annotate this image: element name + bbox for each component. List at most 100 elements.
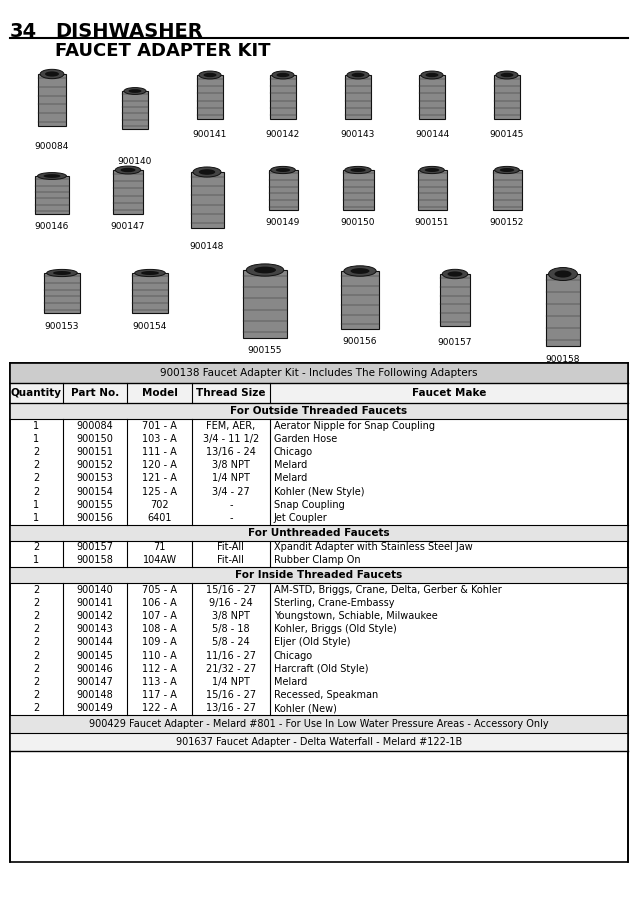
Text: Eljer (Old Style): Eljer (Old Style) <box>274 637 350 647</box>
Ellipse shape <box>421 71 443 79</box>
Text: 125 - A: 125 - A <box>142 487 177 497</box>
Text: 900158: 900158 <box>545 355 580 364</box>
Text: 900147: 900147 <box>111 222 145 231</box>
Ellipse shape <box>193 167 221 177</box>
Bar <box>341 271 379 329</box>
Bar <box>269 170 297 210</box>
Ellipse shape <box>350 168 366 172</box>
Text: 900147: 900147 <box>77 677 114 687</box>
Text: 2: 2 <box>33 473 40 483</box>
Bar <box>197 75 223 119</box>
Text: Harcraft (Old Style): Harcraft (Old Style) <box>274 664 368 674</box>
Text: Kohler, Briggs (Old Style): Kohler, Briggs (Old Style) <box>274 625 396 634</box>
Text: 1: 1 <box>33 434 40 444</box>
Bar <box>417 170 447 210</box>
Text: 900150: 900150 <box>77 434 114 444</box>
Bar <box>38 74 66 126</box>
Text: 900148: 900148 <box>190 242 224 251</box>
Text: 900157: 900157 <box>77 542 114 553</box>
Ellipse shape <box>272 71 294 79</box>
Text: 900140: 900140 <box>77 585 114 595</box>
Text: 900149: 900149 <box>77 704 114 714</box>
Text: Faucet Make: Faucet Make <box>412 388 486 398</box>
Text: 2: 2 <box>33 625 40 634</box>
Text: 109 - A: 109 - A <box>142 637 177 647</box>
Bar <box>35 176 69 214</box>
Text: 2: 2 <box>33 598 40 608</box>
Text: FEM, AER,: FEM, AER, <box>206 420 256 430</box>
Text: 900158: 900158 <box>77 555 114 565</box>
Ellipse shape <box>420 166 444 174</box>
Text: 900150: 900150 <box>341 218 375 227</box>
Text: 3/4 - 27: 3/4 - 27 <box>212 487 250 497</box>
Text: 9/16 - 24: 9/16 - 24 <box>209 598 253 608</box>
Text: 2: 2 <box>33 637 40 647</box>
Ellipse shape <box>121 167 135 172</box>
Text: 13/16 - 24: 13/16 - 24 <box>206 447 256 457</box>
Ellipse shape <box>352 73 364 77</box>
Text: For Inside Threaded Faucets: For Inside Threaded Faucets <box>235 570 403 580</box>
Bar <box>44 273 80 313</box>
Ellipse shape <box>271 166 295 174</box>
Text: Aerator Nipple for Snap Coupling: Aerator Nipple for Snap Coupling <box>274 420 434 430</box>
Text: Xpandit Adapter with Stainless Steel Jaw: Xpandit Adapter with Stainless Steel Jaw <box>274 542 472 553</box>
Text: Melard: Melard <box>274 473 307 483</box>
Text: Sterling, Crane-Embassy: Sterling, Crane-Embassy <box>274 598 394 608</box>
Ellipse shape <box>141 271 159 275</box>
Text: 110 - A: 110 - A <box>142 651 177 661</box>
Text: 900142: 900142 <box>77 611 114 621</box>
Ellipse shape <box>115 166 141 174</box>
Text: 2: 2 <box>33 611 40 621</box>
Ellipse shape <box>276 168 290 172</box>
Text: 900143: 900143 <box>341 130 375 139</box>
Bar <box>343 170 373 210</box>
Text: 11/16 - 27: 11/16 - 27 <box>206 651 256 661</box>
Text: 1: 1 <box>33 420 40 430</box>
Ellipse shape <box>128 89 142 93</box>
Text: 5/8 - 18: 5/8 - 18 <box>212 625 249 634</box>
Text: 900151: 900151 <box>77 447 114 457</box>
Text: 900141: 900141 <box>193 130 227 139</box>
Ellipse shape <box>135 269 165 276</box>
Text: 2: 2 <box>33 704 40 714</box>
Bar <box>10 715 628 733</box>
Text: 900144: 900144 <box>415 130 449 139</box>
Text: 900154: 900154 <box>133 322 167 331</box>
Text: 15/16 - 27: 15/16 - 27 <box>206 585 256 595</box>
Text: 3/8 NPT: 3/8 NPT <box>212 611 250 621</box>
Text: 71: 71 <box>154 542 166 553</box>
Ellipse shape <box>426 73 438 77</box>
Text: Part No.: Part No. <box>71 388 119 398</box>
Ellipse shape <box>347 71 369 79</box>
Ellipse shape <box>554 270 572 277</box>
Text: 900157: 900157 <box>438 338 472 347</box>
Text: 13/16 - 27: 13/16 - 27 <box>206 704 256 714</box>
Text: Youngstown, Schiable, Milwaukee: Youngstown, Schiable, Milwaukee <box>274 611 437 621</box>
Ellipse shape <box>124 87 146 94</box>
Text: 2: 2 <box>33 460 40 470</box>
Text: 1: 1 <box>33 500 40 509</box>
Ellipse shape <box>43 174 61 178</box>
Text: 107 - A: 107 - A <box>142 611 177 621</box>
Text: Model: Model <box>142 388 178 398</box>
Text: 34: 34 <box>10 22 37 41</box>
Text: 2: 2 <box>33 677 40 687</box>
Text: 900152: 900152 <box>490 218 524 227</box>
Text: 900143: 900143 <box>77 625 114 634</box>
Text: 900429 Faucet Adapter - Melard #801 - For Use In Low Water Pressure Areas - Acce: 900429 Faucet Adapter - Melard #801 - Fo… <box>89 719 549 729</box>
Ellipse shape <box>496 71 518 79</box>
Text: FAUCET ADAPTER KIT: FAUCET ADAPTER KIT <box>55 42 271 60</box>
Ellipse shape <box>350 268 369 274</box>
Ellipse shape <box>276 73 290 77</box>
Ellipse shape <box>500 168 514 172</box>
Text: 2: 2 <box>33 447 40 457</box>
Text: Garden Hose: Garden Hose <box>274 434 337 444</box>
Ellipse shape <box>40 69 64 78</box>
Text: 1/4 NPT: 1/4 NPT <box>212 473 250 483</box>
Text: 900146: 900146 <box>77 664 114 674</box>
Text: 900084: 900084 <box>77 420 114 430</box>
Bar <box>10 363 628 862</box>
Text: 103 - A: 103 - A <box>142 434 177 444</box>
Text: 900155: 900155 <box>248 346 282 355</box>
Text: 702: 702 <box>151 500 169 509</box>
